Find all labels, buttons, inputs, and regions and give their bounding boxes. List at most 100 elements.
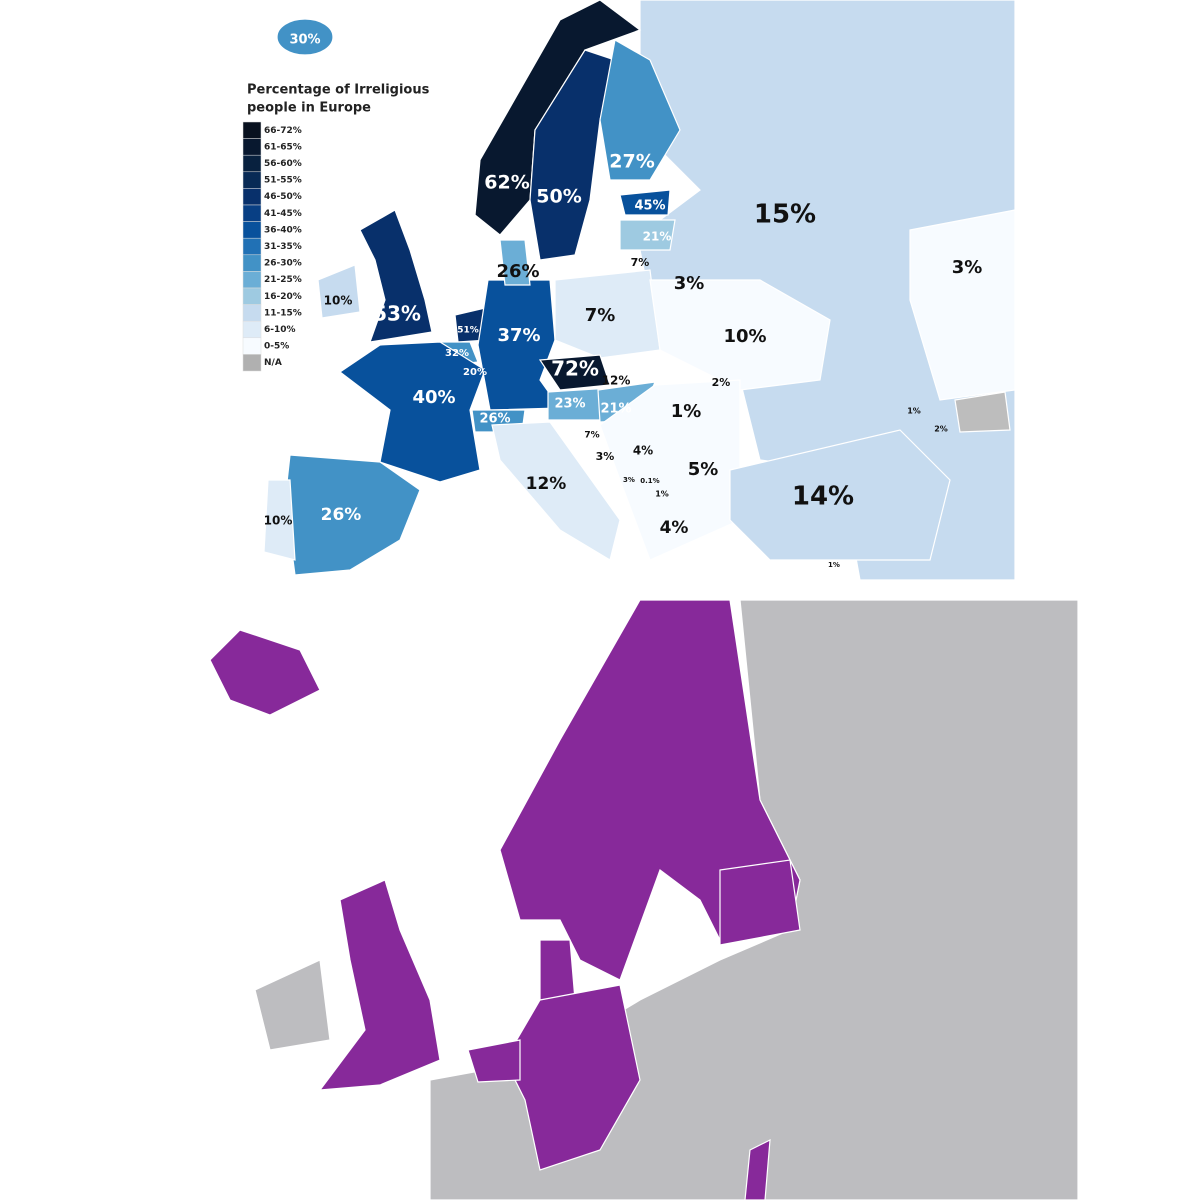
legend-label: 36-40% bbox=[264, 225, 302, 235]
country-label: 7% bbox=[584, 431, 599, 441]
legend-label: 21-25% bbox=[264, 275, 302, 285]
country-label: 1% bbox=[655, 490, 669, 499]
country-label: 10% bbox=[324, 294, 353, 308]
country-label: 3% bbox=[952, 257, 983, 278]
country-label: 53% bbox=[373, 302, 421, 326]
turkey bbox=[729, 429, 951, 561]
portugal bbox=[263, 479, 296, 561]
legend-swatch bbox=[242, 337, 262, 355]
country-label: 12% bbox=[526, 474, 567, 494]
legend-swatch bbox=[242, 287, 262, 305]
country-label: 2% bbox=[712, 376, 731, 389]
country-label: 5% bbox=[688, 459, 719, 480]
kazakhstan bbox=[909, 209, 1016, 401]
country-label: 2% bbox=[934, 425, 948, 434]
legend-label: 31-35% bbox=[264, 242, 302, 252]
na-region bbox=[954, 391, 1011, 433]
country-label: 51% bbox=[457, 326, 479, 336]
legend-title: Percentage of Irreligious bbox=[247, 83, 430, 98]
country-label: 3% bbox=[596, 450, 615, 463]
country-label: 26% bbox=[321, 505, 362, 525]
country-label: 1% bbox=[828, 561, 840, 569]
legend-label: 41-45% bbox=[264, 209, 302, 219]
country-label: 4% bbox=[633, 444, 653, 458]
country-label: 23% bbox=[557, 426, 581, 437]
country-label: 45% bbox=[634, 199, 665, 214]
region-purple bbox=[744, 1138, 771, 1200]
country-label: 1% bbox=[907, 407, 921, 416]
legend-label: 0-5% bbox=[264, 342, 289, 352]
country-label: 7% bbox=[631, 256, 650, 269]
purple-map bbox=[200, 599, 1079, 1200]
country-label: 62% bbox=[484, 172, 529, 194]
country-label: 15% bbox=[754, 200, 816, 230]
legend-swatch bbox=[242, 121, 262, 139]
legend-label: 51-55% bbox=[264, 176, 302, 186]
legend-swatch bbox=[242, 221, 262, 239]
legend-title: people in Europe bbox=[247, 101, 371, 116]
netherlands bbox=[467, 1039, 521, 1083]
legend-label: 16-20% bbox=[264, 292, 302, 302]
country-label: 7% bbox=[585, 305, 616, 326]
italy bbox=[491, 421, 621, 561]
country-label: 3% bbox=[623, 476, 635, 484]
legend-label: N/A bbox=[264, 358, 282, 368]
country-labels: 30% 62% 50% 27% 45% 21% 15% 3% 26% 7% 3% 10% 53% 7% 37… bbox=[264, 33, 983, 570]
country-label: 20% bbox=[463, 367, 487, 378]
legend-swatch bbox=[242, 171, 262, 189]
country-label: 50% bbox=[536, 186, 581, 208]
poland bbox=[554, 269, 661, 359]
legend-swatch bbox=[242, 320, 262, 339]
legend-label: 56-60% bbox=[264, 159, 302, 169]
country-label: 0.1% bbox=[640, 477, 659, 485]
irreligion-map bbox=[263, 0, 1016, 581]
legend-label: 11-15% bbox=[264, 308, 302, 318]
uk bbox=[318, 879, 441, 1091]
country-label: 1% bbox=[671, 401, 702, 422]
legend-swatch bbox=[242, 204, 262, 222]
country-label: 26% bbox=[479, 412, 510, 427]
legend-swatch bbox=[242, 354, 262, 372]
denmark bbox=[539, 939, 576, 1001]
legend-swatch bbox=[242, 138, 262, 156]
legend-swatch bbox=[242, 188, 262, 206]
finland bbox=[599, 39, 681, 181]
legend-swatch bbox=[242, 154, 262, 173]
country-label: 14% bbox=[792, 482, 854, 512]
ireland-gray bbox=[254, 959, 331, 1051]
czechia bbox=[538, 354, 611, 391]
denmark bbox=[499, 239, 531, 286]
country-label: 12% bbox=[602, 374, 631, 388]
latvia bbox=[619, 219, 676, 251]
iceland bbox=[276, 18, 334, 56]
legend-swatch bbox=[242, 271, 262, 289]
country-label: 23% bbox=[554, 397, 585, 412]
legend-swatch bbox=[242, 237, 262, 256]
country-label: 10% bbox=[723, 326, 766, 347]
ireland bbox=[317, 264, 361, 319]
iceland bbox=[209, 629, 321, 716]
country-label: 10% bbox=[264, 514, 293, 528]
legend: Percentage of Irreligious people in Euro… bbox=[242, 83, 430, 372]
legend-label: 46-50% bbox=[264, 192, 302, 202]
legend-label: 6-10% bbox=[264, 325, 296, 335]
country-label: 21% bbox=[643, 230, 672, 244]
legend-label: 61-65% bbox=[264, 142, 302, 152]
uk bbox=[359, 209, 433, 343]
country-label: 72% bbox=[551, 357, 599, 381]
france bbox=[338, 341, 486, 483]
country-label: 32% bbox=[445, 348, 469, 359]
legend-label: 26-30% bbox=[264, 259, 302, 269]
country-label: 3% bbox=[674, 273, 705, 294]
estonia-latvia bbox=[719, 859, 801, 946]
legend-label: 66-72% bbox=[264, 126, 302, 136]
legend-swatch bbox=[242, 304, 262, 322]
country-label: 4% bbox=[660, 518, 689, 538]
country-label: 27% bbox=[609, 151, 654, 173]
legend-swatch bbox=[242, 254, 262, 272]
country-label: 21% bbox=[600, 402, 631, 417]
country-label: 26% bbox=[496, 261, 539, 282]
country-label: 30% bbox=[289, 33, 320, 48]
country-label: 37% bbox=[497, 325, 540, 346]
